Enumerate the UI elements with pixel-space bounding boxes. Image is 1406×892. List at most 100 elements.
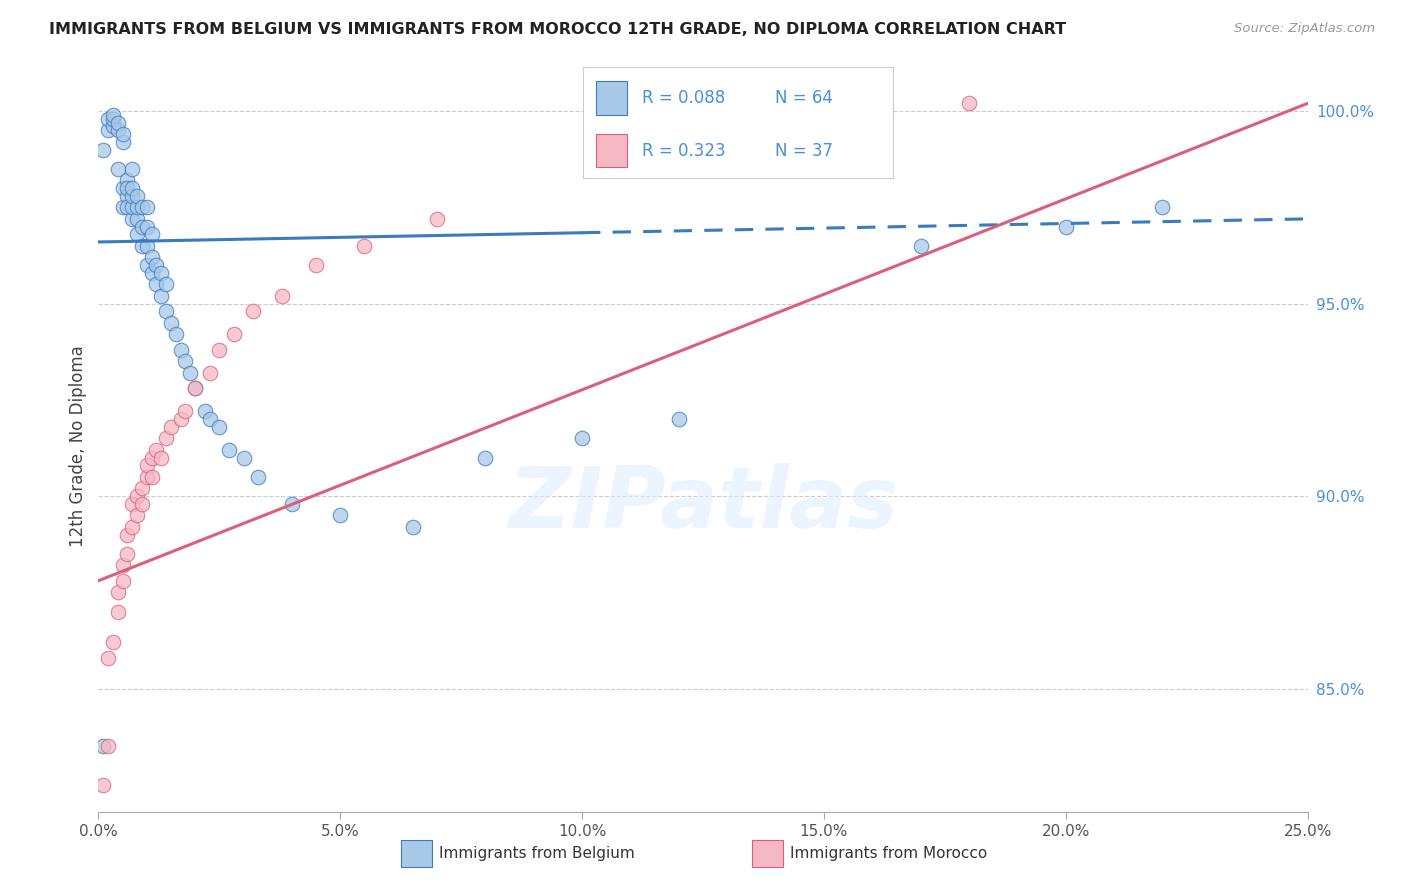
Point bbox=[145, 442, 167, 457]
Point bbox=[135, 458, 157, 473]
Text: R = 0.088: R = 0.088 bbox=[643, 89, 725, 107]
Text: R = 0.323: R = 0.323 bbox=[643, 142, 725, 160]
Point bbox=[101, 120, 124, 134]
Point bbox=[131, 239, 153, 253]
Point bbox=[218, 442, 240, 457]
Point bbox=[353, 239, 375, 253]
Point bbox=[1054, 219, 1077, 234]
Point bbox=[101, 635, 124, 649]
Point bbox=[131, 481, 153, 495]
Point bbox=[127, 227, 149, 242]
Point bbox=[121, 520, 143, 534]
Point bbox=[107, 115, 129, 129]
Point bbox=[117, 527, 139, 541]
Point bbox=[155, 304, 177, 318]
Text: N = 64: N = 64 bbox=[775, 89, 834, 107]
Point bbox=[184, 381, 207, 395]
Point bbox=[107, 605, 129, 619]
Point bbox=[141, 266, 163, 280]
Text: N = 37: N = 37 bbox=[775, 142, 834, 160]
Text: Source: ZipAtlas.com: Source: ZipAtlas.com bbox=[1234, 22, 1375, 36]
Point bbox=[474, 450, 496, 465]
Text: ZIPatlas: ZIPatlas bbox=[508, 463, 898, 546]
Point bbox=[111, 574, 134, 588]
Point bbox=[174, 404, 197, 418]
Point bbox=[127, 200, 149, 214]
Point bbox=[145, 277, 167, 292]
Point bbox=[208, 419, 231, 434]
Point bbox=[91, 143, 114, 157]
Point bbox=[127, 489, 149, 503]
Point bbox=[131, 219, 153, 234]
Point bbox=[141, 227, 163, 242]
Point bbox=[127, 508, 149, 523]
Text: IMMIGRANTS FROM BELGIUM VS IMMIGRANTS FROM MOROCCO 12TH GRADE, NO DIPLOMA CORREL: IMMIGRANTS FROM BELGIUM VS IMMIGRANTS FR… bbox=[49, 22, 1066, 37]
Point bbox=[117, 547, 139, 561]
Point bbox=[402, 520, 425, 534]
Point bbox=[135, 258, 157, 272]
Point bbox=[97, 650, 120, 665]
Point bbox=[198, 412, 221, 426]
Point bbox=[121, 161, 143, 176]
Point bbox=[117, 181, 139, 195]
Point bbox=[117, 200, 139, 214]
Point bbox=[107, 161, 129, 176]
Point bbox=[141, 251, 163, 265]
Point bbox=[160, 316, 183, 330]
Point bbox=[155, 431, 177, 445]
Point bbox=[121, 200, 143, 214]
Point bbox=[155, 277, 177, 292]
Point bbox=[145, 258, 167, 272]
Point bbox=[97, 123, 120, 137]
Point bbox=[150, 266, 173, 280]
Point bbox=[127, 211, 149, 226]
Point bbox=[169, 412, 191, 426]
Point bbox=[232, 450, 254, 465]
Point bbox=[121, 497, 143, 511]
Text: Immigrants from Belgium: Immigrants from Belgium bbox=[439, 847, 634, 861]
Point bbox=[107, 585, 129, 599]
Point bbox=[281, 497, 304, 511]
Point bbox=[198, 366, 221, 380]
Point bbox=[247, 470, 270, 484]
Point bbox=[208, 343, 231, 357]
Point bbox=[165, 327, 187, 342]
Point bbox=[121, 211, 143, 226]
Point bbox=[141, 470, 163, 484]
Point bbox=[426, 211, 449, 226]
Point bbox=[271, 289, 294, 303]
Point bbox=[184, 381, 207, 395]
Point bbox=[117, 173, 139, 187]
Point bbox=[117, 188, 139, 202]
Point bbox=[141, 450, 163, 465]
FancyBboxPatch shape bbox=[596, 81, 627, 115]
Point bbox=[222, 327, 245, 342]
Y-axis label: 12th Grade, No Diploma: 12th Grade, No Diploma bbox=[69, 345, 87, 547]
Point bbox=[131, 497, 153, 511]
Point bbox=[174, 354, 197, 368]
Point bbox=[91, 778, 114, 792]
Point bbox=[305, 258, 328, 272]
Point bbox=[179, 366, 201, 380]
Point bbox=[135, 239, 157, 253]
Point bbox=[329, 508, 352, 523]
Point bbox=[160, 419, 183, 434]
Point bbox=[91, 739, 114, 754]
Point bbox=[668, 135, 690, 149]
Point bbox=[111, 181, 134, 195]
Point bbox=[101, 112, 124, 126]
Point bbox=[127, 188, 149, 202]
FancyBboxPatch shape bbox=[596, 134, 627, 168]
Point bbox=[571, 431, 593, 445]
Point bbox=[111, 135, 134, 149]
Point bbox=[910, 239, 932, 253]
Point bbox=[150, 450, 173, 465]
Point bbox=[135, 470, 157, 484]
Point bbox=[135, 219, 157, 234]
Point bbox=[101, 108, 124, 122]
Point bbox=[111, 558, 134, 573]
Point bbox=[150, 289, 173, 303]
Point bbox=[97, 112, 120, 126]
Point bbox=[111, 200, 134, 214]
Point bbox=[1152, 200, 1174, 214]
